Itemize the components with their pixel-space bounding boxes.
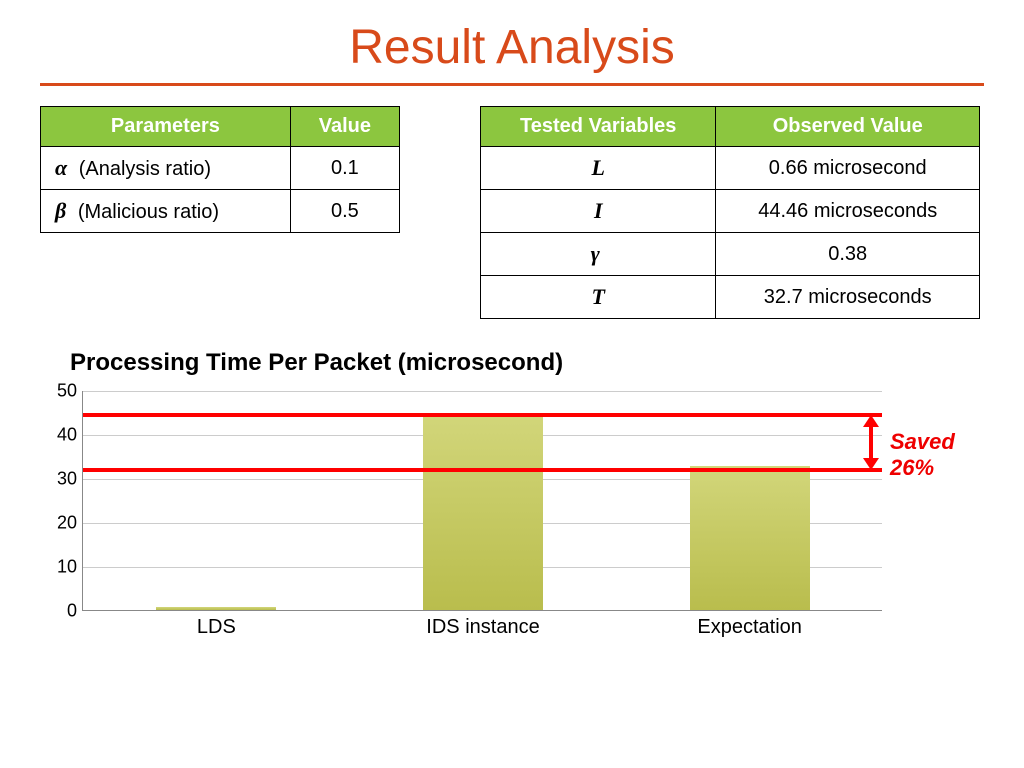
param-cell: β (Malicious ratio) xyxy=(41,190,291,233)
col-tested: Tested Variables xyxy=(481,107,716,147)
y-tick-label: 20 xyxy=(57,513,83,534)
var-gamma: γ xyxy=(591,241,606,266)
value-cell: 0.1 xyxy=(290,147,399,190)
observed-cell: 44.46 microseconds xyxy=(716,190,980,233)
alpha-symbol: α xyxy=(55,155,73,180)
var-cell: T xyxy=(481,276,716,319)
y-tick-label: 10 xyxy=(57,557,83,578)
chart-plot-area: 01020304050LDSIDS instanceExpectation xyxy=(82,391,882,611)
param-cell: α (Analysis ratio) xyxy=(41,147,291,190)
table-row: γ 0.38 xyxy=(481,233,980,276)
beta-symbol: β xyxy=(55,198,72,223)
observed-cell: 0.66 microsecond xyxy=(716,147,980,190)
value-cell: 0.5 xyxy=(290,190,399,233)
observed-cell: 32.7 microseconds xyxy=(716,276,980,319)
var-l: L xyxy=(592,155,605,180)
page-title: Result Analysis xyxy=(30,20,994,75)
x-tick-label: IDS instance xyxy=(426,610,539,639)
var-cell: I xyxy=(481,190,716,233)
table-row: L 0.66 microsecond xyxy=(481,147,980,190)
table-row: I 44.46 microseconds xyxy=(481,190,980,233)
col-value: Value xyxy=(290,107,399,147)
param-desc: (Analysis ratio) xyxy=(79,158,211,180)
bar xyxy=(423,414,543,610)
observed-cell: 0.38 xyxy=(716,233,980,276)
bar xyxy=(690,466,810,610)
var-t: T xyxy=(592,284,605,309)
x-tick-label: LDS xyxy=(197,610,236,639)
x-tick-label: Expectation xyxy=(697,610,802,639)
var-i: I xyxy=(594,198,603,223)
table-header-row: Tested Variables Observed Value xyxy=(481,107,980,147)
table-row: β (Malicious ratio) 0.5 xyxy=(41,190,400,233)
table-header-row: Parameters Value xyxy=(41,107,400,147)
parameters-table: Parameters Value α (Analysis ratio) 0.1 … xyxy=(40,106,400,233)
saved-arrow-icon xyxy=(863,415,879,470)
table-row: T 32.7 microseconds xyxy=(481,276,980,319)
bar-chart: 01020304050LDSIDS instanceExpectation Sa… xyxy=(40,381,1000,661)
title-divider xyxy=(40,83,984,86)
var-cell: γ xyxy=(481,233,716,276)
reference-line xyxy=(83,413,882,417)
y-tick-label: 50 xyxy=(57,381,83,402)
tested-variables-table: Tested Variables Observed Value L 0.66 m… xyxy=(480,106,980,319)
var-cell: L xyxy=(481,147,716,190)
table-row: α (Analysis ratio) 0.1 xyxy=(41,147,400,190)
col-observed: Observed Value xyxy=(716,107,980,147)
y-tick-label: 0 xyxy=(67,601,83,622)
gridline xyxy=(83,391,882,392)
col-parameters: Parameters xyxy=(41,107,291,147)
chart-title: Processing Time Per Packet (microsecond) xyxy=(70,349,994,377)
slide: Result Analysis Parameters Value α (Anal… xyxy=(0,0,1024,768)
param-desc: (Malicious ratio) xyxy=(78,201,219,223)
y-tick-label: 40 xyxy=(57,425,83,446)
tables-row: Parameters Value α (Analysis ratio) 0.1 … xyxy=(40,106,984,319)
saved-annotation: Saved 26% xyxy=(890,429,1000,481)
reference-line xyxy=(83,468,882,472)
y-tick-label: 30 xyxy=(57,469,83,490)
